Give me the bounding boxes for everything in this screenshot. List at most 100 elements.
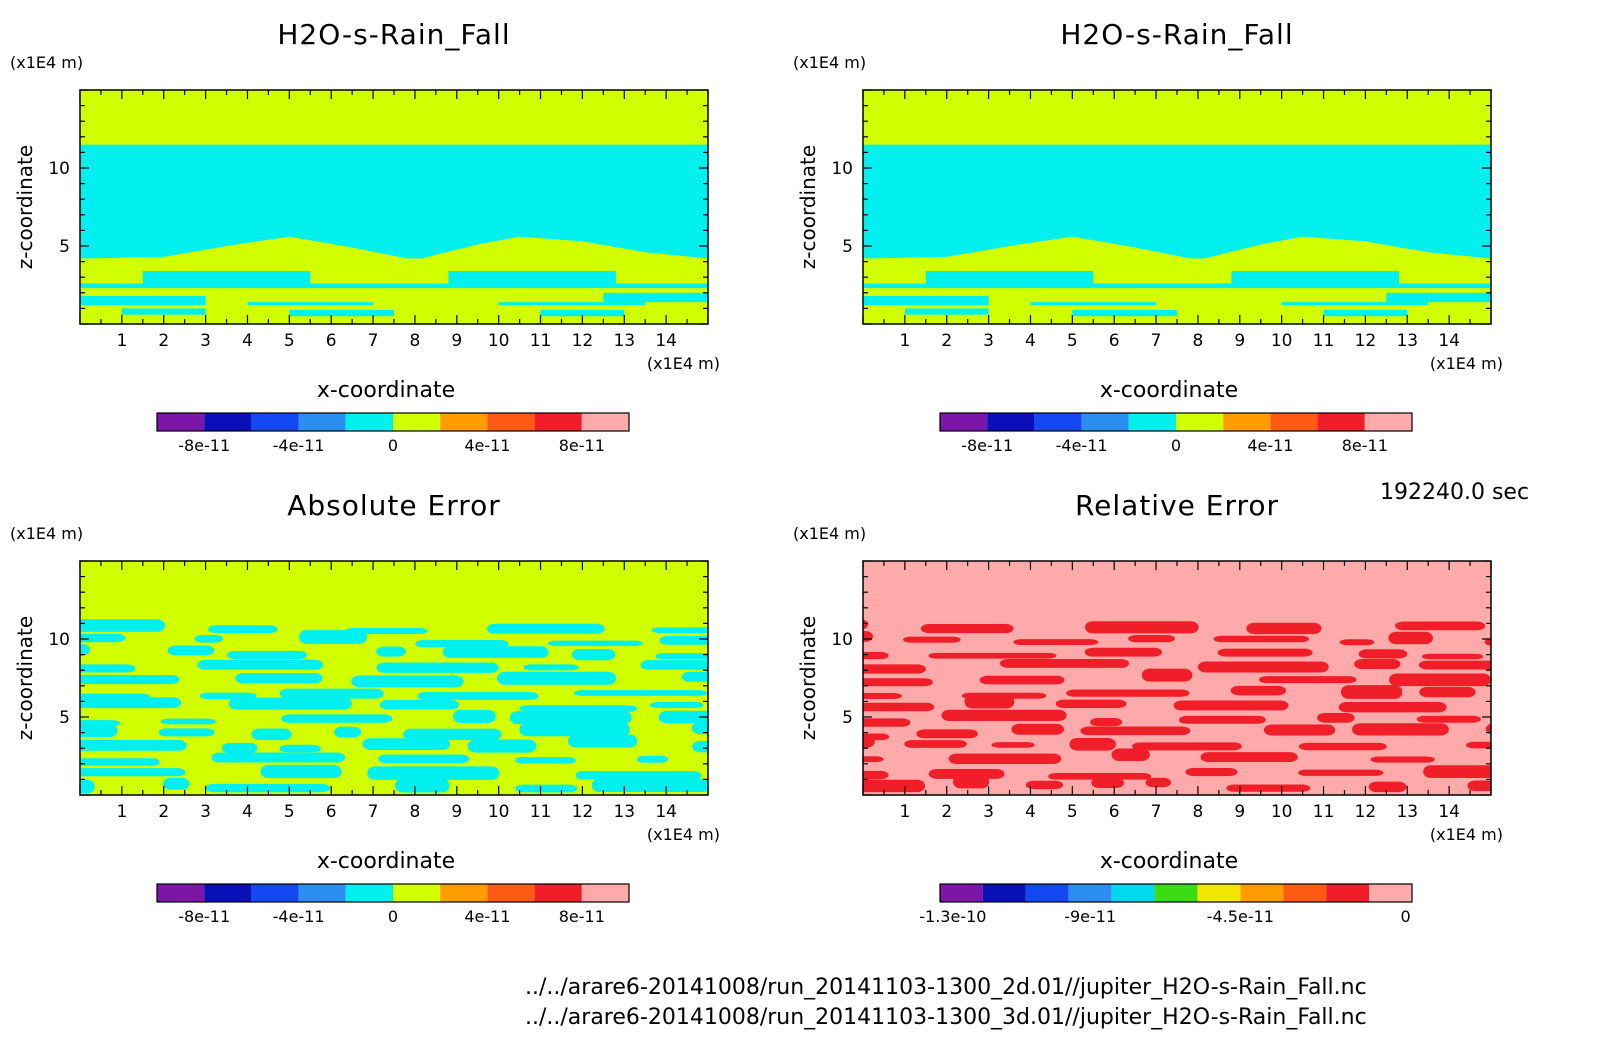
field-patch: [651, 627, 708, 634]
field-patch: [80, 779, 95, 794]
field-patch: [442, 646, 549, 658]
colorbar-swatch: [1270, 413, 1318, 431]
field-patch: [1418, 660, 1491, 670]
colorbar-swatch: [440, 413, 488, 431]
x-tick-label: 9: [1234, 331, 1245, 351]
field-patch: [1352, 723, 1449, 736]
x-tick-label: 13: [613, 802, 635, 822]
field-patch: [547, 640, 643, 647]
colorbar-frame: [939, 412, 1413, 432]
field-patch: [80, 283, 708, 289]
field-patch: [903, 636, 961, 643]
field-upper: [863, 561, 1491, 611]
field-patch: [1298, 769, 1384, 776]
field-patch: [1141, 668, 1193, 682]
x-unit-label: (x1E4 m): [1430, 354, 1503, 373]
x-tick-label: 3: [983, 331, 994, 351]
field-patch: [197, 659, 324, 670]
field-patch: [1484, 638, 1491, 646]
field-patch: [658, 710, 708, 724]
x-tick-label: 9: [451, 331, 462, 351]
field-patch: [567, 734, 638, 748]
field-patch: [289, 309, 394, 317]
colorbar-swatch: [1223, 413, 1271, 431]
x-tick-label: 7: [1151, 331, 1162, 351]
y-axis-label: z-coordinate: [13, 145, 37, 269]
field-patch: [1084, 621, 1199, 634]
x-tick-label: 11: [1313, 802, 1335, 822]
field-patch: [228, 697, 352, 710]
chart-panel-top-left: H2O-s-Rain_Fall(x1E4 m)1 2 3 4 5 6 7 8 9 10 11 12 13…: [10, 18, 720, 455]
field-patch: [540, 309, 625, 317]
x-tick-label: 5: [1067, 331, 1078, 351]
colorbar-tick-label: 8e-11: [559, 436, 605, 455]
x-tick-label: 6: [1109, 331, 1120, 351]
field-patch: [1213, 635, 1310, 643]
field-patch: [415, 640, 509, 648]
colorbar-swatch: [393, 413, 441, 431]
field-patch: [1423, 765, 1491, 779]
x-unit-label: (x1E4 m): [647, 825, 720, 844]
field-patch: [904, 308, 989, 315]
field-patch: [991, 742, 1035, 748]
x-unit-label: (x1E4 m): [1430, 825, 1503, 844]
file-path-3d: ../../arare6-20141008/run_20141103-1300_…: [525, 1005, 1367, 1030]
field-patch: [863, 664, 926, 674]
field-patch: [636, 755, 669, 763]
field-patch: [1339, 639, 1375, 646]
colorbar-tick-label: 4e-11: [464, 907, 510, 926]
colorbar-swatch: [345, 413, 393, 431]
x-tick-label: 7: [368, 331, 379, 351]
field-patch: [1368, 781, 1407, 793]
colorbar-tick-label: -4e-11: [273, 436, 325, 455]
x-tick-label: 2: [941, 802, 952, 822]
field-patch: [1069, 737, 1116, 751]
y-tick-label: 10: [831, 159, 853, 179]
plot-area: [863, 90, 1491, 324]
x-axis-label: x-coordinate: [1100, 378, 1238, 403]
field-patch: [863, 678, 933, 687]
x-tick-label: 10: [488, 331, 510, 351]
field-patch: [1072, 309, 1177, 317]
field-patch: [1388, 631, 1433, 645]
colorbar-tick-label: -4e-11: [1056, 436, 1108, 455]
field-patch: [928, 768, 1005, 779]
field-patch: [1084, 647, 1162, 657]
x-tick-label: 6: [326, 802, 337, 822]
field-patch: [334, 726, 362, 738]
field-patch: [378, 754, 470, 764]
field-patch: [1317, 712, 1355, 723]
x-tick-label: 4: [242, 802, 253, 822]
x-tick-label: 1: [116, 802, 127, 822]
field-patch: [453, 709, 496, 723]
colorbar-tick-label: 8e-11: [1342, 436, 1388, 455]
field-patch: [1258, 676, 1357, 684]
chart-panel-bottom-left: Absolute Error(x1E4 m)1 2 3 4 5 6 7 8 9 10 11 12 13 1…: [10, 489, 720, 926]
colorbar-swatch: [940, 413, 988, 431]
colorbar-swatch: [157, 413, 205, 431]
chart-title: H2O-s-Rain_Fall: [1060, 18, 1293, 51]
field-patch: [691, 722, 708, 735]
field-patch: [659, 635, 708, 645]
x-tick-label: 14: [655, 331, 677, 351]
field-patch: [467, 739, 537, 753]
field-patch: [379, 700, 460, 710]
field-patch: [655, 653, 708, 660]
x-tick-label: 7: [368, 802, 379, 822]
field-patch: [142, 270, 311, 284]
colorbar-frame: [156, 412, 630, 432]
colorbar-frame: [156, 883, 630, 903]
field-patch: [863, 756, 884, 763]
x-tick-label: 8: [1193, 331, 1204, 351]
field-upper: [80, 561, 708, 611]
colorbar-swatch: [1081, 413, 1129, 431]
x-tick-label: 11: [530, 331, 552, 351]
field-patch: [1370, 756, 1435, 763]
x-tick-label: 4: [242, 331, 253, 351]
field-patch: [344, 628, 428, 635]
field-patch: [692, 740, 708, 753]
x-tick-label: 12: [1355, 802, 1377, 822]
file-path-2d: ../../arare6-20141008/run_20141103-1300_…: [525, 975, 1367, 1000]
field-patch: [376, 662, 499, 673]
x-tick-label: 6: [326, 331, 337, 351]
